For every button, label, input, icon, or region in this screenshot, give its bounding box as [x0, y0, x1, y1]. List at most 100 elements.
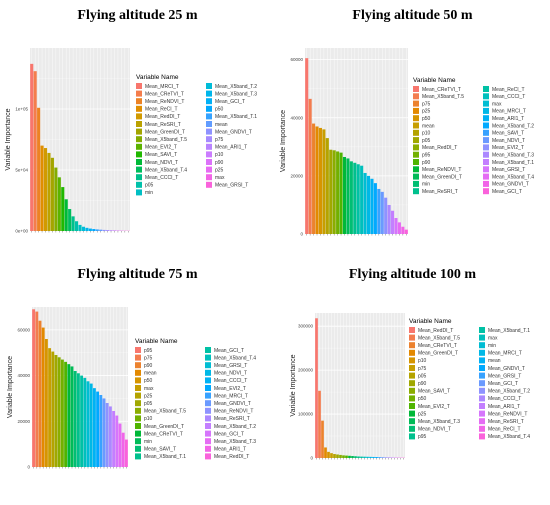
legend-swatch [136, 182, 142, 188]
bar-Mean_X5band_T.4 [83, 378, 86, 467]
legend-label: Mean_ReCI_T [488, 427, 521, 433]
legend-label: Mean_GNDVI_T [215, 129, 252, 135]
legend-label: p50 [418, 396, 427, 402]
legend-label: Mean_ReNDVI_T [488, 411, 527, 417]
legend-label: Mean_GreenDI_T [145, 129, 185, 135]
legend-label: p25 [144, 393, 153, 399]
legend-swatch [409, 350, 415, 356]
legend-label: Mean_GRSI_T [488, 373, 521, 379]
legend-swatch [206, 174, 212, 180]
legend-label: Mean_ReNDVI_T [214, 409, 253, 415]
legend-swatch [136, 113, 142, 119]
legend-label: Mean_ReSRI_T [145, 122, 181, 128]
bar-Mean_SAVI_T [61, 187, 64, 231]
legend-swatch [413, 101, 419, 107]
legend-label: Mean_NDVI_T [145, 160, 178, 166]
legend-label: Mean_EVI2_T [492, 145, 524, 151]
legend-label: p95 [144, 348, 153, 354]
bar-Mean_SAVI_T [339, 455, 342, 458]
legend-label: p50 [215, 107, 224, 113]
bar-p75 [312, 124, 315, 234]
legend-swatch [206, 182, 212, 188]
legend-label: Mean_RedDI_T [418, 328, 453, 334]
legend-label: Mean_ReSRI_T [214, 416, 250, 422]
bar-p10 [326, 138, 329, 234]
legend-label: Mean_SAVI_T [144, 447, 176, 453]
legend-swatch [136, 91, 142, 97]
bar-Mean_GCI_T [89, 229, 92, 231]
legend-swatch [205, 415, 211, 421]
legend-title: Variable Name [135, 338, 178, 345]
legend-swatch [206, 159, 212, 165]
legend-label: p25 [422, 109, 431, 115]
legend-label: Mean_X5band_T.1 [488, 328, 530, 334]
legend-swatch [206, 113, 212, 119]
bar-Mean_ReNDVI_T [37, 108, 40, 231]
bar-Mean_GCI_T [381, 457, 384, 458]
legend-swatch [205, 347, 211, 353]
bar-Mean_ReCI_T [41, 146, 44, 231]
legend-swatch [409, 395, 415, 401]
legend-label: max [492, 101, 502, 107]
bar-Mean_MRCI_T [367, 176, 370, 234]
legend-label: Mean_X5band_T.3 [215, 91, 257, 97]
legend-label: Mean_RedDI_T [145, 114, 180, 120]
bar-p95 [336, 151, 339, 234]
legend-label: Mean_GCI_T [214, 348, 244, 354]
legend-swatch [409, 357, 415, 363]
bar-Mean_MRCI_T [369, 457, 372, 458]
bar-Mean_GNDVI_T [375, 457, 378, 458]
legend-label: Mean_MRCI_T [492, 109, 526, 115]
bar-max [363, 457, 366, 458]
legend-label: mean [144, 371, 157, 377]
legend-swatch [206, 98, 212, 104]
y-tick-label: 20000 [290, 173, 303, 178]
bar-min [350, 161, 353, 234]
bar-Mean_X5band_T.5 [318, 391, 321, 458]
legend-swatch [136, 98, 142, 104]
bar-Mean_NDVI_T [381, 192, 384, 234]
legend-label: p75 [215, 137, 224, 143]
bar-p05 [333, 454, 336, 458]
y-tick-label: 60000 [290, 57, 303, 62]
legend-swatch [135, 431, 141, 437]
legend-label: Mean_X5band_T.5 [422, 94, 464, 100]
bar-Mean_CCCI_T [72, 216, 75, 231]
legend-swatch [483, 166, 489, 172]
legend-label: Mean_SAVI_T [418, 389, 450, 395]
legend-label: p05 [422, 138, 431, 144]
legend-swatch [479, 388, 485, 394]
legend-label: p95 [422, 153, 431, 159]
y-tick-label: 5e+04 [15, 168, 28, 173]
bar-Mean_ARI1_T [390, 457, 393, 458]
legend-label: Mean_X5band_T.3 [214, 439, 256, 445]
bar-Mean_CReTVI_T [321, 421, 324, 458]
legend-swatch [413, 86, 419, 92]
legend-label: Mean_GreenDI_T [144, 424, 184, 430]
bar-Mean_X5band_T.4 [68, 209, 71, 231]
y-tick-label: 0 [310, 456, 313, 461]
legend-swatch [479, 350, 485, 356]
legend-swatch [135, 415, 141, 421]
bar-mean [372, 457, 375, 458]
bar-Mean_X5band_T.3 [388, 205, 391, 234]
legend-label: p75 [144, 355, 153, 361]
bar-Mean_X5band_T.3 [351, 456, 354, 458]
legend-label: Mean_ReNDVI_T [422, 167, 461, 173]
bar-Mean_CReTVI_T [67, 364, 70, 467]
legend-label: Mean_GRSI_T [492, 167, 525, 173]
bar-Mean_CCCI_T [387, 457, 390, 458]
legend-label: Mean_X5band_T.5 [145, 137, 187, 143]
bar-Mean_EVI2_T [345, 456, 348, 458]
legend-label: Mean_MRCI_T [214, 393, 248, 399]
legend-label: Mean_EVI2_T [145, 145, 177, 151]
legend-label: Mean_X5band_T.1 [144, 454, 186, 460]
legend-swatch [206, 144, 212, 150]
legend-swatch [206, 136, 212, 142]
legend-label: Mean_X5band_T.3 [418, 419, 460, 425]
legend-swatch [483, 123, 489, 129]
legend-swatch [136, 189, 142, 195]
legend-swatch [136, 174, 142, 180]
